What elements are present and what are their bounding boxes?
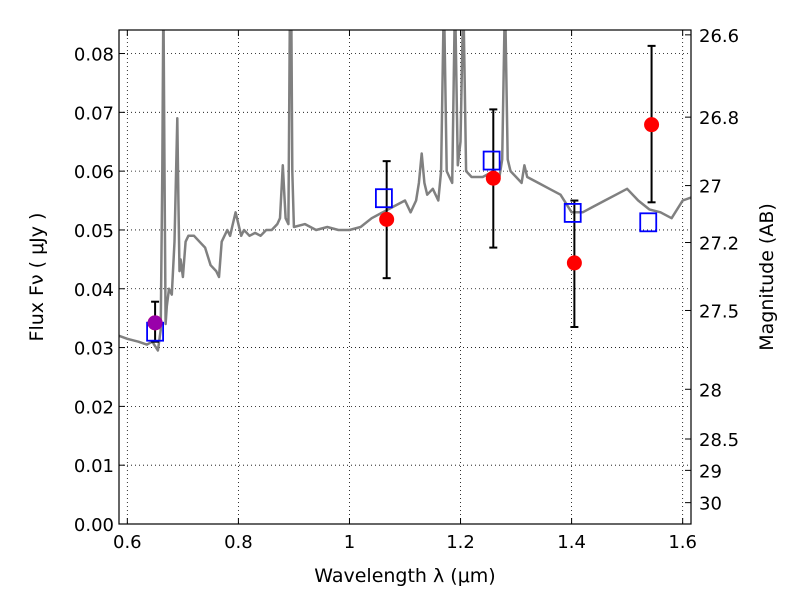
y-axis-title: Flux Fν ( μJy ) bbox=[26, 213, 48, 342]
x-axis-ticks: 0.6 0.8 1 1.2 1.4 1.6 bbox=[113, 30, 697, 553]
plot-frame bbox=[118, 29, 692, 525]
model-square bbox=[639, 212, 658, 233]
highlight-point bbox=[147, 315, 163, 331]
y-tick-label: 0.07 bbox=[74, 103, 114, 124]
observed-point bbox=[566, 255, 582, 271]
y2-tick-label: 27 bbox=[699, 177, 722, 198]
y-tick-label: 0.02 bbox=[74, 397, 114, 418]
model-square bbox=[563, 202, 582, 223]
x-tick-label: 0.6 bbox=[113, 532, 142, 553]
x-tick-label: 1.2 bbox=[446, 532, 475, 553]
model-spectrum bbox=[119, 30, 691, 352]
observed-point bbox=[644, 117, 660, 133]
y2-tick-label: 27.2 bbox=[699, 234, 739, 255]
x-tick-label: 1 bbox=[344, 532, 355, 553]
y2-tick-label: 28 bbox=[699, 380, 722, 401]
x-tick-label: 1.6 bbox=[668, 532, 697, 553]
y-tick-label: 0.04 bbox=[74, 280, 114, 301]
model-square bbox=[482, 150, 501, 171]
y-tick-label: 0.01 bbox=[74, 456, 114, 477]
y-tick-label: 0.05 bbox=[74, 221, 114, 242]
y2-tick-label: 29 bbox=[699, 461, 722, 482]
y-axis-ticks: 0.00 0.01 0.02 0.03 0.04 0.05 0.06 0.07 0.08 bbox=[74, 45, 125, 536]
x-tick-label: 0.8 bbox=[224, 532, 253, 553]
y2-tick-label: 28.5 bbox=[699, 430, 739, 451]
y2-tick-label: 26.6 bbox=[699, 26, 739, 47]
y-tick-label: 0.06 bbox=[74, 162, 114, 183]
y-tick-label: 0.08 bbox=[74, 45, 114, 66]
y2-axis-title: Magnitude (AB) bbox=[756, 203, 778, 351]
y2-tick-label: 30 bbox=[699, 494, 722, 515]
y-tick-label: 0.03 bbox=[74, 339, 114, 360]
y2-tick-label: 27.5 bbox=[699, 301, 739, 322]
y2-axis-ticks: 26.6 26.8 27 27.2 27.5 28 28.5 29 30 bbox=[685, 26, 739, 515]
model-square bbox=[374, 188, 393, 209]
y-tick-label: 0.00 bbox=[74, 515, 114, 536]
x-axis-title: Wavelength λ (μm) bbox=[314, 565, 495, 587]
spectrum-line bbox=[119, 30, 691, 352]
y2-tick-label: 26.8 bbox=[699, 108, 739, 129]
x-tick-label: 1.4 bbox=[557, 532, 586, 553]
observed-point bbox=[379, 211, 395, 227]
data-points bbox=[146, 117, 660, 342]
observed-point bbox=[485, 170, 501, 186]
